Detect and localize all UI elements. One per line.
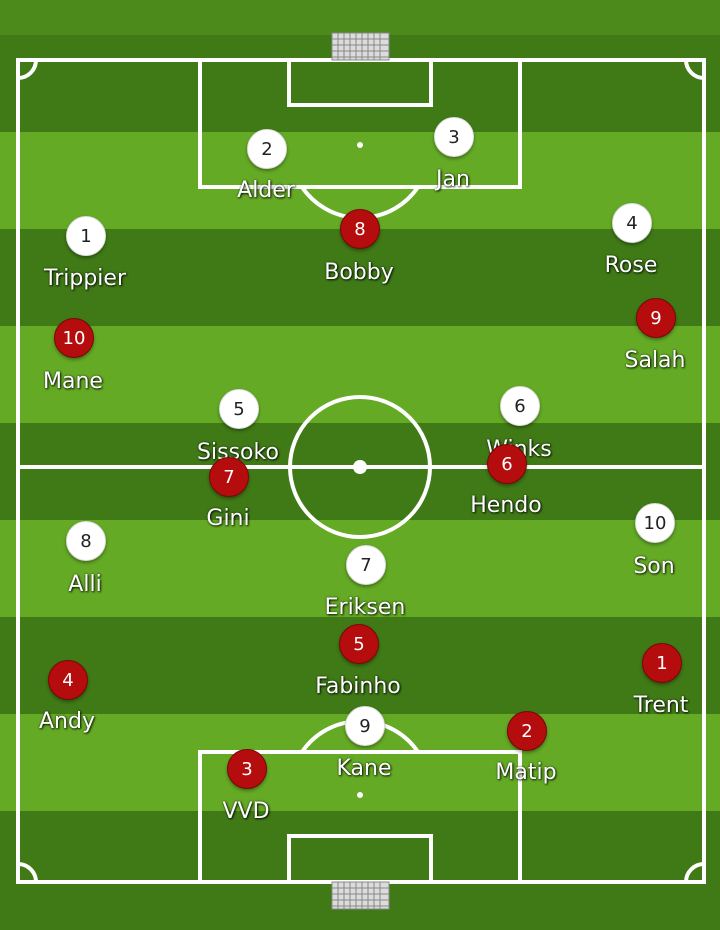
player-name: Jan bbox=[436, 167, 470, 192]
center-spot bbox=[353, 460, 367, 474]
player-number-disc: 1 bbox=[642, 643, 682, 683]
player-number-disc: 6 bbox=[487, 444, 527, 484]
player-name: Fabinho bbox=[315, 674, 401, 699]
player-name: Gini bbox=[206, 506, 250, 531]
player-name: Rose bbox=[604, 253, 658, 278]
player-name: Alder bbox=[237, 178, 295, 203]
player-name: Trippier bbox=[44, 266, 126, 291]
player-name: Eriksen bbox=[324, 595, 406, 620]
corner-arc-top-right bbox=[684, 59, 705, 80]
player-number-disc: 9 bbox=[636, 298, 676, 338]
player-name: Trent bbox=[633, 693, 689, 718]
corner-arc-bottom-left bbox=[17, 862, 38, 883]
player-number-disc: 8 bbox=[340, 209, 380, 249]
player-name: Salah bbox=[624, 348, 686, 373]
player-number-disc: 7 bbox=[346, 545, 386, 585]
player-number-disc: 3 bbox=[434, 117, 474, 157]
player-number-disc: 3 bbox=[227, 749, 267, 789]
player-number-disc: 4 bbox=[48, 660, 88, 700]
corner-arc-bottom-right bbox=[684, 862, 705, 883]
player-name: Alli bbox=[68, 572, 102, 597]
player-name: Kane bbox=[336, 756, 392, 781]
player-number-disc: 5 bbox=[219, 389, 259, 429]
player-number-disc: 1 bbox=[66, 216, 106, 256]
bottom-penalty-spot bbox=[357, 792, 363, 798]
top-penalty-spot bbox=[357, 142, 363, 148]
player-name: Bobby bbox=[324, 260, 394, 285]
player-name: Hendo bbox=[470, 493, 542, 518]
player-name: VVD bbox=[222, 799, 270, 824]
player-number-disc: 9 bbox=[345, 706, 385, 746]
player-number-disc: 2 bbox=[247, 129, 287, 169]
player-name: Mane bbox=[43, 369, 103, 394]
player-number-disc: 7 bbox=[209, 457, 249, 497]
bottom-goal-net bbox=[331, 881, 390, 910]
player-number-disc: 4 bbox=[612, 203, 652, 243]
player-number-disc: 10 bbox=[54, 318, 94, 358]
player-name: Matip bbox=[495, 760, 557, 785]
player-name: Andy bbox=[39, 709, 95, 734]
player-number-disc: 6 bbox=[500, 386, 540, 426]
player-name: Son bbox=[633, 554, 675, 579]
center-circle bbox=[288, 395, 432, 539]
player-number-disc: 8 bbox=[66, 521, 106, 561]
player-number-disc: 2 bbox=[507, 711, 547, 751]
top-goal-net bbox=[331, 32, 390, 61]
corner-arc-top-left bbox=[17, 59, 38, 80]
player-number-disc: 5 bbox=[339, 624, 379, 664]
player-number-disc: 10 bbox=[635, 503, 675, 543]
